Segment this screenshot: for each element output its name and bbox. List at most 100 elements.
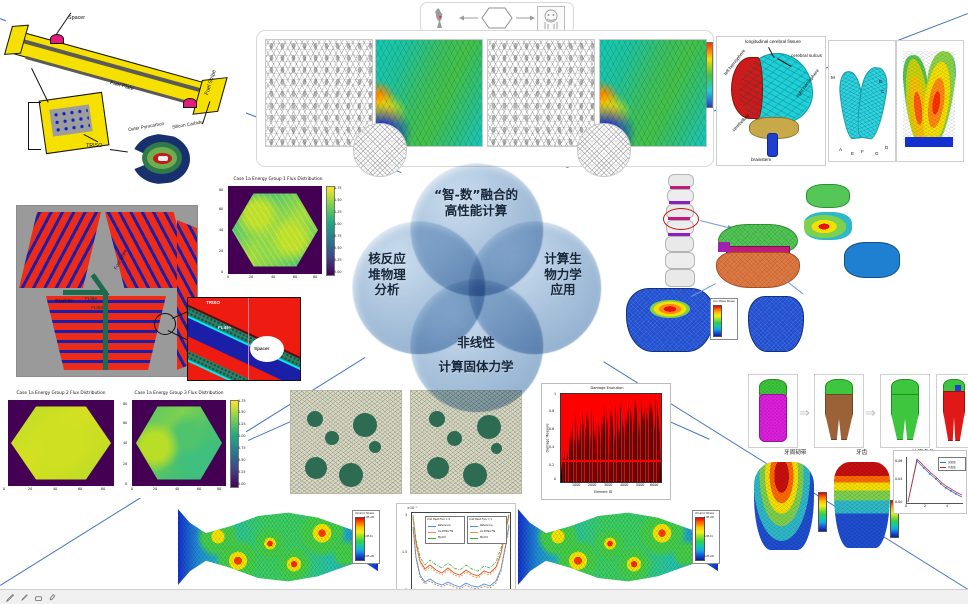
inset-spacer-shape: [250, 336, 284, 362]
flux-plot-1-title: Case 1a Energy Group 1 Flux Distribution: [233, 177, 323, 182]
stress-contour-left-legend-val-5: 5.0E-01: [364, 535, 373, 538]
stress-contour-right-legend-bar: [695, 517, 705, 561]
vertebra-stress-model: [626, 288, 714, 352]
pen-icon[interactable]: [20, 593, 29, 602]
jaw-stress-mesh-overlay: [903, 51, 955, 143]
flux-plot-3-cbar-tick-5: 1.25: [238, 422, 246, 426]
jaw-mesh-label-d: D: [885, 145, 889, 150]
inset-spacer-label: Spacer: [254, 346, 270, 351]
venn-label-biomech-line2: 物力学: [544, 266, 582, 282]
triso-layer-label-silicon-carbide: Silicon Carbide: [171, 119, 204, 130]
vertebra-6: [665, 252, 695, 269]
bottom-chart-legend-left-swatch-0: [428, 526, 436, 527]
flux-plot-3-cbar-tick-7: 1.75: [238, 399, 246, 403]
bottom-chart-legend-right-swatch-0: [470, 526, 478, 527]
jaw-stress-panel: [896, 40, 964, 162]
triso-arrow-to-particle: [109, 149, 128, 153]
reactor-core-map: Graphite FLiBe FLiBe Fuel Stripe: [16, 205, 198, 377]
jaw-mesh-label-b: B: [879, 79, 883, 84]
stress-contour-left-legend-val-0: 1.0E+00: [364, 516, 374, 519]
damage-chart-ytick-08: 0.8: [549, 409, 555, 413]
venn-label-nuclear-line3: 分析: [374, 282, 400, 297]
flux-plot-2-hexagon: [11, 406, 111, 480]
tooth-step-4-frame: [936, 374, 968, 448]
flux-plot-2-xtick-0: 0: [3, 487, 6, 491]
tooth-dentin-roots: [825, 394, 853, 440]
pencil-icon[interactable]: [6, 593, 15, 602]
rve-inclusion-2: [325, 431, 339, 445]
tooth-chart-legend-item-0: 实验值: [948, 461, 956, 464]
stress-contour-right-legend-val-10: 0.0E+00: [704, 555, 714, 558]
flux-plot-1-cbar-tick-3: 0.75: [334, 234, 342, 238]
eraser-icon[interactable]: [34, 593, 43, 602]
spacer-bead-2: [183, 98, 197, 108]
tooth-chart-legend-swatch-1: [940, 467, 946, 468]
graphite-label: Graphite: [55, 298, 73, 303]
core-fuel-stripes-tl: [19, 212, 101, 288]
flux-plot-group-2: Case 1a Energy Group 2 Flux Distribution…: [2, 388, 120, 498]
core-inset-zoom: TRISO FLiBe Spacer: [187, 297, 301, 381]
rve-def-inclusion-6: [463, 463, 487, 487]
brain-label-brainstem: brainstem: [751, 157, 772, 162]
tooth-chart-lines: [907, 458, 963, 503]
venn-label-nuclear-line2: 堆物理: [368, 266, 406, 282]
venn-circle-nonlinear-solid[interactable]: [410, 279, 544, 413]
inset-triso-label: TRISO: [206, 300, 221, 305]
mesh-motif-texture-1: [266, 40, 372, 146]
tooth-workflow-arrow-2: ⇒: [865, 405, 876, 420]
tooth-chart-xtick-0: 0: [905, 504, 908, 508]
mesh-motif-texture-2: [488, 40, 594, 146]
tooth-chart-ytick-0: 0.00: [895, 500, 903, 504]
damage-chart-xtick-1: 1000: [572, 483, 581, 487]
venn-label-nuclear: 核反应 堆物理 分析: [358, 251, 416, 298]
vertebra-stress-model-right: [748, 296, 804, 352]
mesh-zoom-circle-1: [353, 123, 407, 177]
spacer-label: Spacer: [68, 15, 86, 21]
brain-gyri-texture: [739, 53, 811, 123]
vertebra-5: [665, 236, 694, 252]
vertebra-model-purple-process: [718, 242, 730, 252]
flux-plot-1-cbar-tick-2: 0.50: [334, 246, 342, 250]
spine-disc-1: [670, 186, 690, 189]
vertebra-mini-stress: [804, 212, 852, 240]
venn-circle-hpc[interactable]: [410, 163, 544, 297]
tooth-label-ligament: 牙周韧带: [784, 450, 807, 456]
tooth-stress-legend-1: [818, 492, 827, 532]
bottom-toolbar[interactable]: [0, 589, 968, 604]
tooth-ligament-cylinder: [759, 394, 787, 442]
triso-layer-label-outer-pyrocarbon: Outer Pyrocarbon: [127, 120, 165, 133]
tooth-stress-result-2-mesh: [834, 462, 890, 548]
damage-chart-ytick-06: 0.6: [549, 427, 555, 431]
flux-plot-1-xtick-0: 0: [227, 275, 230, 279]
flux-plot-1-ytick-2: 40: [219, 228, 224, 232]
damage-chart-xtick-5: 5000: [636, 483, 645, 487]
flux-plot-1-cbar-tick-5: 1.25: [334, 210, 342, 214]
highlighter-icon[interactable]: [48, 593, 57, 602]
stress-contour-left-mesh: [178, 509, 378, 585]
spine-to-vertebra-arrow: [699, 220, 730, 229]
flux-plot-3-cbar-tick-4: 1.00: [238, 434, 246, 438]
venn-label-solid-line2: 计算固体力学: [438, 358, 514, 374]
venn-label-biomech-line1: 计算生: [544, 251, 582, 266]
flux-plot-3-cbar-tick-0: 0.00: [238, 482, 246, 486]
mesh-pattern-plain: [265, 39, 373, 147]
bottom-chart-ytick-3: 1.5: [402, 550, 408, 554]
zoom-bracket-connector: [31, 68, 49, 103]
bottom-chart-legend-right-swatch-1: [470, 532, 478, 533]
rve-def-inclusion-4: [491, 443, 502, 454]
flux-plot-3-cbar-tick-2: 0.50: [238, 458, 246, 462]
flux-plot-1-ytick-4: 80: [219, 188, 224, 192]
stress-contour-left-legend-bar: [355, 517, 365, 561]
bottom-chart-legend-right-item-0: Reference: [480, 524, 493, 527]
flibe-channel-vertical: [103, 292, 108, 370]
stress-contour-right-legend-val-0: 1.0E+00: [704, 516, 714, 519]
damage-chart-ytick-04: 0.4: [549, 445, 555, 449]
rve-mesh-initial: [290, 390, 402, 494]
damage-chart-xtick-2: 2000: [588, 483, 597, 487]
brain-left-hemisphere: [731, 57, 763, 119]
vertebra-stress-legend-title: Von Mises Stress: [713, 300, 735, 303]
heat-flux-comparison-chart: ×10⁻⁷ Unit Heat Flux = 0 Reference LS-DY…: [396, 503, 516, 603]
flux-plot-1-xtick-4: 80: [313, 275, 318, 279]
venn-label-hpc-line1: “智-数”融合的: [433, 187, 519, 202]
workflow-icon-strip: [420, 2, 574, 34]
